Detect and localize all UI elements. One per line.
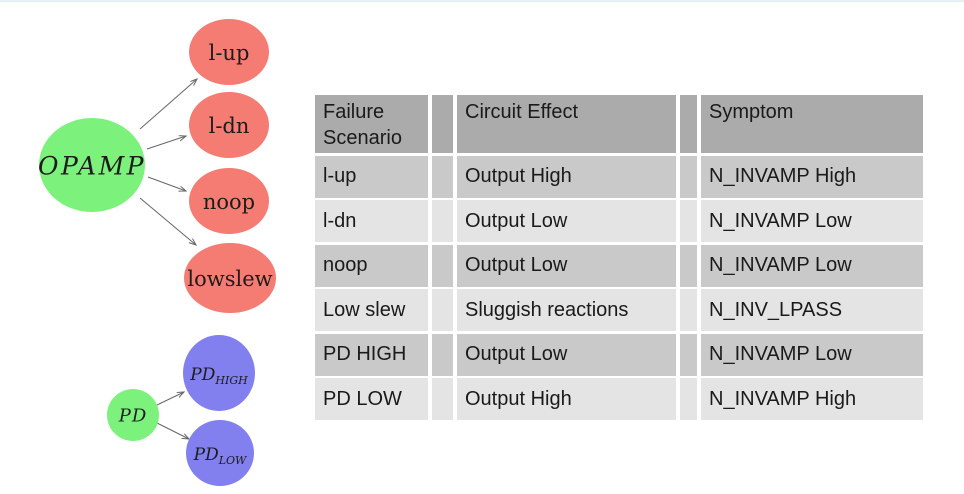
spacer-cell — [680, 244, 697, 287]
node-l-up — [189, 19, 269, 85]
node-pd-high-label: PDHIGH — [189, 365, 248, 387]
cell-symptom: N_INVAMP High — [701, 155, 923, 198]
cell-scenario: l-dn — [315, 200, 428, 242]
header-failure-scenario: Failure Scenario — [315, 95, 428, 153]
node-pd-label: PD — [118, 406, 148, 427]
node-lowslew-label: lowslew — [187, 267, 272, 291]
cell-symptom: N_INVAMP Low — [701, 333, 923, 376]
edge-opamp-noop — [147, 176, 186, 191]
pd-high-base: PD — [189, 365, 215, 385]
header-symptom: Symptom — [701, 95, 923, 153]
spacer-cell — [432, 200, 453, 242]
spacer-cell — [680, 155, 697, 198]
spacer-cell — [680, 200, 697, 242]
spacer-cell — [680, 289, 697, 331]
header-circuit-effect: Circuit Effect — [457, 95, 676, 153]
edge-pd-high — [156, 392, 184, 406]
pd-low-base: PD — [193, 445, 219, 465]
spacer-cell — [432, 333, 453, 376]
node-opamp — [39, 118, 145, 212]
header-spacer-1 — [432, 95, 453, 153]
header-spacer-2 — [680, 95, 697, 153]
edge-pd-low — [156, 422, 189, 439]
node-pd-low-label: PDLOW — [193, 445, 248, 467]
node-lowslew — [184, 243, 276, 313]
cell-scenario: noop — [315, 244, 428, 287]
cell-scenario: Low slew — [315, 289, 428, 331]
node-opamp-label: OPAMP — [38, 152, 146, 181]
cell-symptom: N_INV_LPASS — [701, 289, 923, 331]
cell-symptom: N_INVAMP High — [701, 378, 923, 420]
pd-high-subscript: HIGH — [214, 374, 248, 387]
cell-effect: Output High — [457, 155, 676, 198]
cell-symptom: N_INVAMP Low — [701, 200, 923, 242]
cell-effect: Output Low — [457, 333, 676, 376]
spacer-cell — [680, 333, 697, 376]
node-l-up-label: l-up — [209, 41, 250, 65]
cell-effect: Output High — [457, 378, 676, 420]
node-l-dn — [189, 92, 269, 158]
node-pd-low — [186, 420, 254, 486]
node-noop — [189, 168, 269, 234]
cell-scenario: PD LOW — [315, 378, 428, 420]
failure-table: Failure Scenario Circuit Effect Symptom … — [315, 95, 923, 420]
node-noop-label: noop — [203, 190, 255, 214]
spacer-cell — [432, 155, 453, 198]
cell-scenario: l-up — [315, 155, 428, 198]
cell-effect: Sluggish reactions — [457, 289, 676, 331]
node-l-dn-label: l-dn — [209, 114, 250, 138]
spacer-cell — [432, 289, 453, 331]
cell-scenario: PD HIGH — [315, 333, 428, 376]
spacer-cell — [432, 244, 453, 287]
edge-opamp-lup — [139, 79, 197, 130]
pd-tree: PD PDHIGH PDLOW — [107, 335, 255, 486]
node-pd — [107, 389, 159, 441]
opamp-tree: OPAMP l-up l-dn noop lowslew — [38, 19, 276, 313]
spacer-cell — [680, 378, 697, 420]
cell-effect: Output Low — [457, 244, 676, 287]
cell-effect: Output Low — [457, 200, 676, 242]
node-pd-high — [183, 335, 255, 411]
pd-low-subscript: LOW — [218, 454, 248, 467]
edge-opamp-lowslew — [139, 197, 196, 245]
spacer-cell — [432, 378, 453, 420]
edge-opamp-ldn — [146, 136, 186, 150]
cell-symptom: N_INVAMP Low — [701, 244, 923, 287]
